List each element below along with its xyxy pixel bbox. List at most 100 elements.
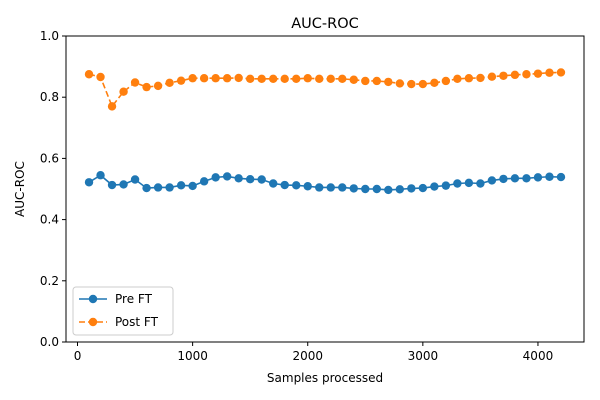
pre-ft-data-point <box>315 183 324 192</box>
pre-ft-data-point <box>522 174 531 183</box>
pre-ft-data-point <box>280 180 289 190</box>
post-ft-data-point <box>326 74 335 84</box>
post-ft-data-point <box>234 73 243 83</box>
y-axis-title: AUC-ROC <box>13 161 27 217</box>
post-ft-data-point <box>361 76 370 86</box>
pre-ft-data-point <box>441 181 451 190</box>
y-tick-label: 0.0 <box>40 335 59 349</box>
post-ft-data-point <box>338 74 347 84</box>
post-ft-data-point <box>245 74 255 84</box>
post-ft-data-point <box>533 69 543 78</box>
pre-ft-data-point <box>188 181 197 191</box>
post-ft-data-point <box>142 82 151 92</box>
axes-frame <box>65 35 585 343</box>
post-ft-data-point <box>292 74 301 84</box>
pre-ft-data-point <box>384 185 393 195</box>
post-ft-data-point <box>130 78 140 87</box>
post-ft-data-point <box>418 79 428 89</box>
post-ft-data-point <box>430 78 439 88</box>
y-tick-label: 0.8 <box>40 90 59 104</box>
post-ft-data-point <box>96 72 105 82</box>
post-ft-data-point <box>372 76 381 86</box>
post-ft-data-point <box>522 70 531 79</box>
pre-ft-data-point <box>464 178 474 188</box>
legend-pre-ft-label: Pre FT <box>115 292 153 306</box>
pre-ft-data-point <box>349 184 358 193</box>
post-ft-data-point <box>395 79 405 88</box>
post-ft-data-point <box>510 70 520 80</box>
x-tick-label: 2000 <box>292 349 323 363</box>
pre-ft-data-point <box>510 174 520 183</box>
pre-ft-data-point <box>303 182 312 191</box>
pre-ft-data-point <box>84 178 94 187</box>
pre-ft-data-point <box>176 181 186 190</box>
post-ft-data-point <box>107 102 117 111</box>
pre-ft-data-point <box>499 174 508 184</box>
pre-ft-data-point <box>395 185 405 194</box>
post-ft-data-point <box>349 75 358 84</box>
legend-post-ft-label: Post FT <box>115 315 159 329</box>
post-ft-data-point <box>176 76 186 85</box>
pre-ft-data-point <box>165 183 174 192</box>
pre-ft-data-point <box>199 177 209 186</box>
x-tick-label: 3000 <box>408 349 439 363</box>
pre-ft-data-point <box>407 184 416 193</box>
x-axis-title: Samples processed <box>267 371 383 385</box>
pre-ft-data-point <box>153 183 163 192</box>
pre-ft-data-point <box>372 184 381 194</box>
x-tick-label: 4000 <box>523 349 554 363</box>
pre-ft-data-point <box>222 172 232 181</box>
plot-area <box>84 68 566 195</box>
post-ft-data-point <box>407 79 416 89</box>
legend: Pre FT Post FT <box>72 286 174 336</box>
pre-ft-data-point <box>453 179 462 188</box>
x-tick-label: 1000 <box>177 349 208 363</box>
pre-ft-data-point <box>211 173 220 182</box>
post-ft-data-point <box>280 74 289 84</box>
pre-ft-data-point <box>245 175 255 184</box>
post-ft-data-point <box>165 78 174 88</box>
post-ft-data-point <box>211 74 220 83</box>
pre-ft-data-point <box>130 175 140 184</box>
post-ft-data-point <box>303 74 312 83</box>
legend-post-ft-marker <box>88 317 98 327</box>
pre-ft-data-point <box>142 183 151 193</box>
pre-ft-data-point <box>338 183 347 192</box>
post-ft-data-point <box>476 73 485 83</box>
pre-ft-data-point <box>430 182 439 191</box>
pre-ft-data-point <box>107 180 117 190</box>
pre-ft-data-point <box>545 172 554 181</box>
post-ft-data-point <box>188 74 197 83</box>
post-ft-data-point <box>384 77 393 87</box>
post-ft-data-point <box>257 74 266 84</box>
pre-ft-data-point <box>556 172 566 182</box>
post-ft-data-point <box>199 74 209 83</box>
post-ft-data-point <box>441 76 451 86</box>
post-ft-data-point <box>84 70 94 79</box>
pre-ft-data-point <box>533 173 543 182</box>
chart-title: AUC-ROC <box>291 16 359 32</box>
post-ft-data-point <box>269 74 278 84</box>
pre-ft-data-point <box>119 180 128 189</box>
post-ft-data-point <box>487 72 497 81</box>
y-tick-label: 0.4 <box>40 213 59 227</box>
post-ft-data-point <box>119 87 128 96</box>
post-ft-data-point <box>453 74 462 84</box>
pre-ft-data-point <box>269 179 278 188</box>
pre-ft-data-point <box>361 184 370 194</box>
post-ft-data-point <box>153 81 163 91</box>
post-ft-data-point <box>556 68 566 77</box>
post-ft-data-point <box>499 71 508 80</box>
post-ft-data-point <box>315 74 324 84</box>
axis-ticks: 0 1000 2000 3000 4000 0.0 0.2 0.4 0.6 0.8 1.0 <box>40 29 553 363</box>
y-tick-label: 0.2 <box>40 274 59 288</box>
y-tick-label: 1.0 <box>40 29 59 43</box>
post-ft-data-point <box>222 74 232 83</box>
x-tick-label: 0 <box>74 349 82 363</box>
post-ft-data-point <box>464 74 474 83</box>
pre-ft-data-point <box>96 171 105 180</box>
pre-ft-data-point <box>487 176 497 185</box>
legend-pre-ft-marker <box>88 294 98 304</box>
pre-ft-data-point <box>326 183 335 192</box>
